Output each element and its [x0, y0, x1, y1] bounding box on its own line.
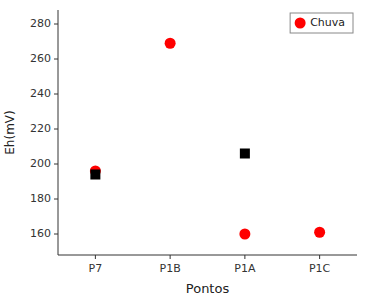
- y-tick-label: 200: [30, 157, 51, 170]
- axes: 160 180 200 220 240 260 280 P7 P1B P1A P1C: [30, 10, 357, 275]
- y-tick-label: 280: [30, 17, 51, 30]
- point: [314, 227, 325, 238]
- x-tick: [170, 255, 171, 259]
- chart: 160 180 200 220 240 260 280 P7 P1B P1A P1C Pontos Eh…: [0, 0, 367, 301]
- series: [90, 149, 250, 180]
- series: [90, 38, 325, 240]
- legend: Chuva: [290, 13, 353, 33]
- y-tick-label: 180: [30, 192, 51, 205]
- x-tick: [95, 255, 96, 259]
- y-tick-label: 220: [30, 122, 51, 135]
- point: [165, 38, 176, 49]
- x-tick-label: P1A: [234, 262, 256, 275]
- y-tick: [54, 24, 58, 25]
- legend-label: Chuva: [310, 16, 345, 29]
- x-tick: [244, 255, 245, 259]
- y-tick: [54, 199, 58, 200]
- y-tick: [54, 164, 58, 165]
- legend-marker: [295, 18, 306, 29]
- y-tick-label: 240: [30, 87, 51, 100]
- x-axis-line: [58, 255, 357, 256]
- x-tick: [319, 255, 320, 259]
- x-tick-label: P1B: [160, 262, 181, 275]
- plot-area: [90, 38, 325, 240]
- y-axis-label: Eh(mV): [3, 110, 17, 154]
- y-tick: [54, 129, 58, 130]
- y-tick-label: 260: [30, 52, 51, 65]
- point: [240, 149, 250, 159]
- y-axis-line: [58, 10, 59, 255]
- y-tick: [54, 234, 58, 235]
- point: [239, 229, 250, 240]
- x-tick-label: P7: [89, 262, 103, 275]
- x-tick-label: P1C: [309, 262, 331, 275]
- x-axis-label: Pontos: [186, 281, 230, 296]
- y-tick: [54, 94, 58, 95]
- y-tick: [54, 59, 58, 60]
- point: [90, 170, 100, 180]
- legend-box: [290, 13, 353, 33]
- y-tick-label: 160: [30, 227, 51, 240]
